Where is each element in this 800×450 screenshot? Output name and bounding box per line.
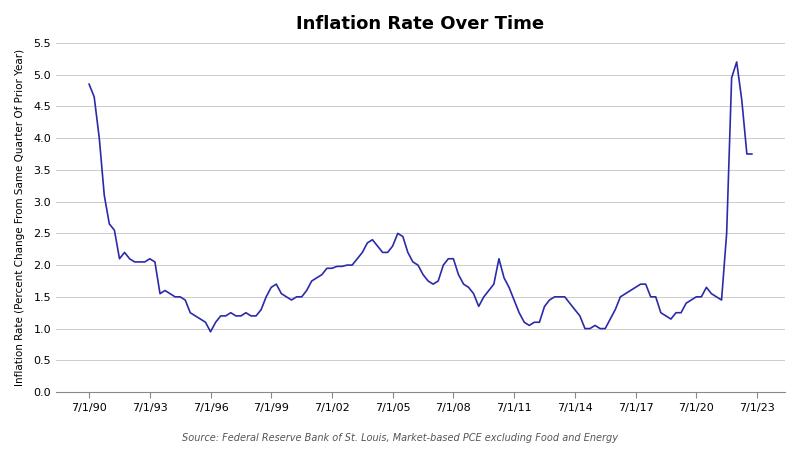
Y-axis label: Inflation Rate (Percent Change From Same Quarter Of Prior Year): Inflation Rate (Percent Change From Same… xyxy=(15,49,25,386)
Text: Source: Federal Reserve Bank of St. Louis, Market-based PCE excluding Food and E: Source: Federal Reserve Bank of St. Loui… xyxy=(182,433,618,443)
Title: Inflation Rate Over Time: Inflation Rate Over Time xyxy=(297,15,545,33)
